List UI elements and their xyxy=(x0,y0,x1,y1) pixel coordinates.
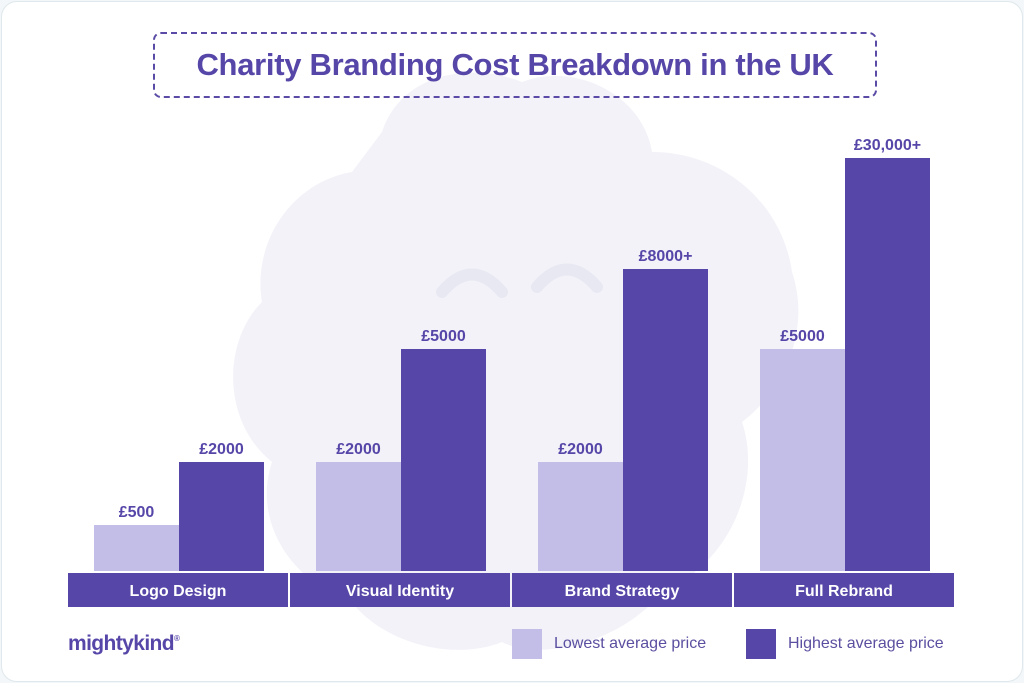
legend-swatch-lowest xyxy=(512,629,542,659)
data-label-lowest-0: £500 xyxy=(119,504,155,521)
bar-lowest-2 xyxy=(538,462,623,571)
category-label-2: Brand Strategy xyxy=(565,583,680,600)
category-label-3: Full Rebrand xyxy=(795,583,893,600)
brand-logo-text: mightykind xyxy=(68,632,175,655)
category-band-0 xyxy=(68,573,288,607)
bar-lowest-1 xyxy=(316,462,401,571)
chart-title: Charity Branding Cost Breakdown in the U… xyxy=(196,47,834,82)
legend-label-highest: Highest average price xyxy=(788,635,944,652)
bar-lowest-3 xyxy=(760,349,845,571)
category-band-1 xyxy=(290,573,510,607)
data-label-lowest-3: £5000 xyxy=(780,328,825,345)
bar-highest-0 xyxy=(179,462,264,571)
data-label-lowest-1: £2000 xyxy=(336,441,381,458)
brand-logo: mightykind® xyxy=(68,632,180,656)
bar-highest-3 xyxy=(845,158,930,571)
data-label-lowest-2: £2000 xyxy=(558,441,603,458)
bar-highest-2 xyxy=(623,269,708,571)
legend-item-highest: Highest average price xyxy=(746,629,944,659)
legend-item-lowest: Lowest average price xyxy=(512,629,706,659)
data-label-highest-2: £8000+ xyxy=(639,248,693,265)
data-label-highest-3: £30,000+ xyxy=(854,137,921,154)
bar-lowest-0 xyxy=(94,525,179,571)
bar-highest-1 xyxy=(401,349,486,571)
legend-swatch-highest xyxy=(746,629,776,659)
category-label-0: Logo Design xyxy=(130,583,227,600)
title-frame: Charity Branding Cost Breakdown in the U… xyxy=(153,32,877,98)
data-label-highest-1: £5000 xyxy=(421,328,466,345)
category-label-1: Visual Identity xyxy=(346,583,454,600)
category-band-2 xyxy=(512,573,732,607)
data-label-highest-0: £2000 xyxy=(199,441,244,458)
category-band-3 xyxy=(734,573,954,607)
legend-label-lowest: Lowest average price xyxy=(554,635,707,652)
registered-mark: ® xyxy=(174,634,180,643)
